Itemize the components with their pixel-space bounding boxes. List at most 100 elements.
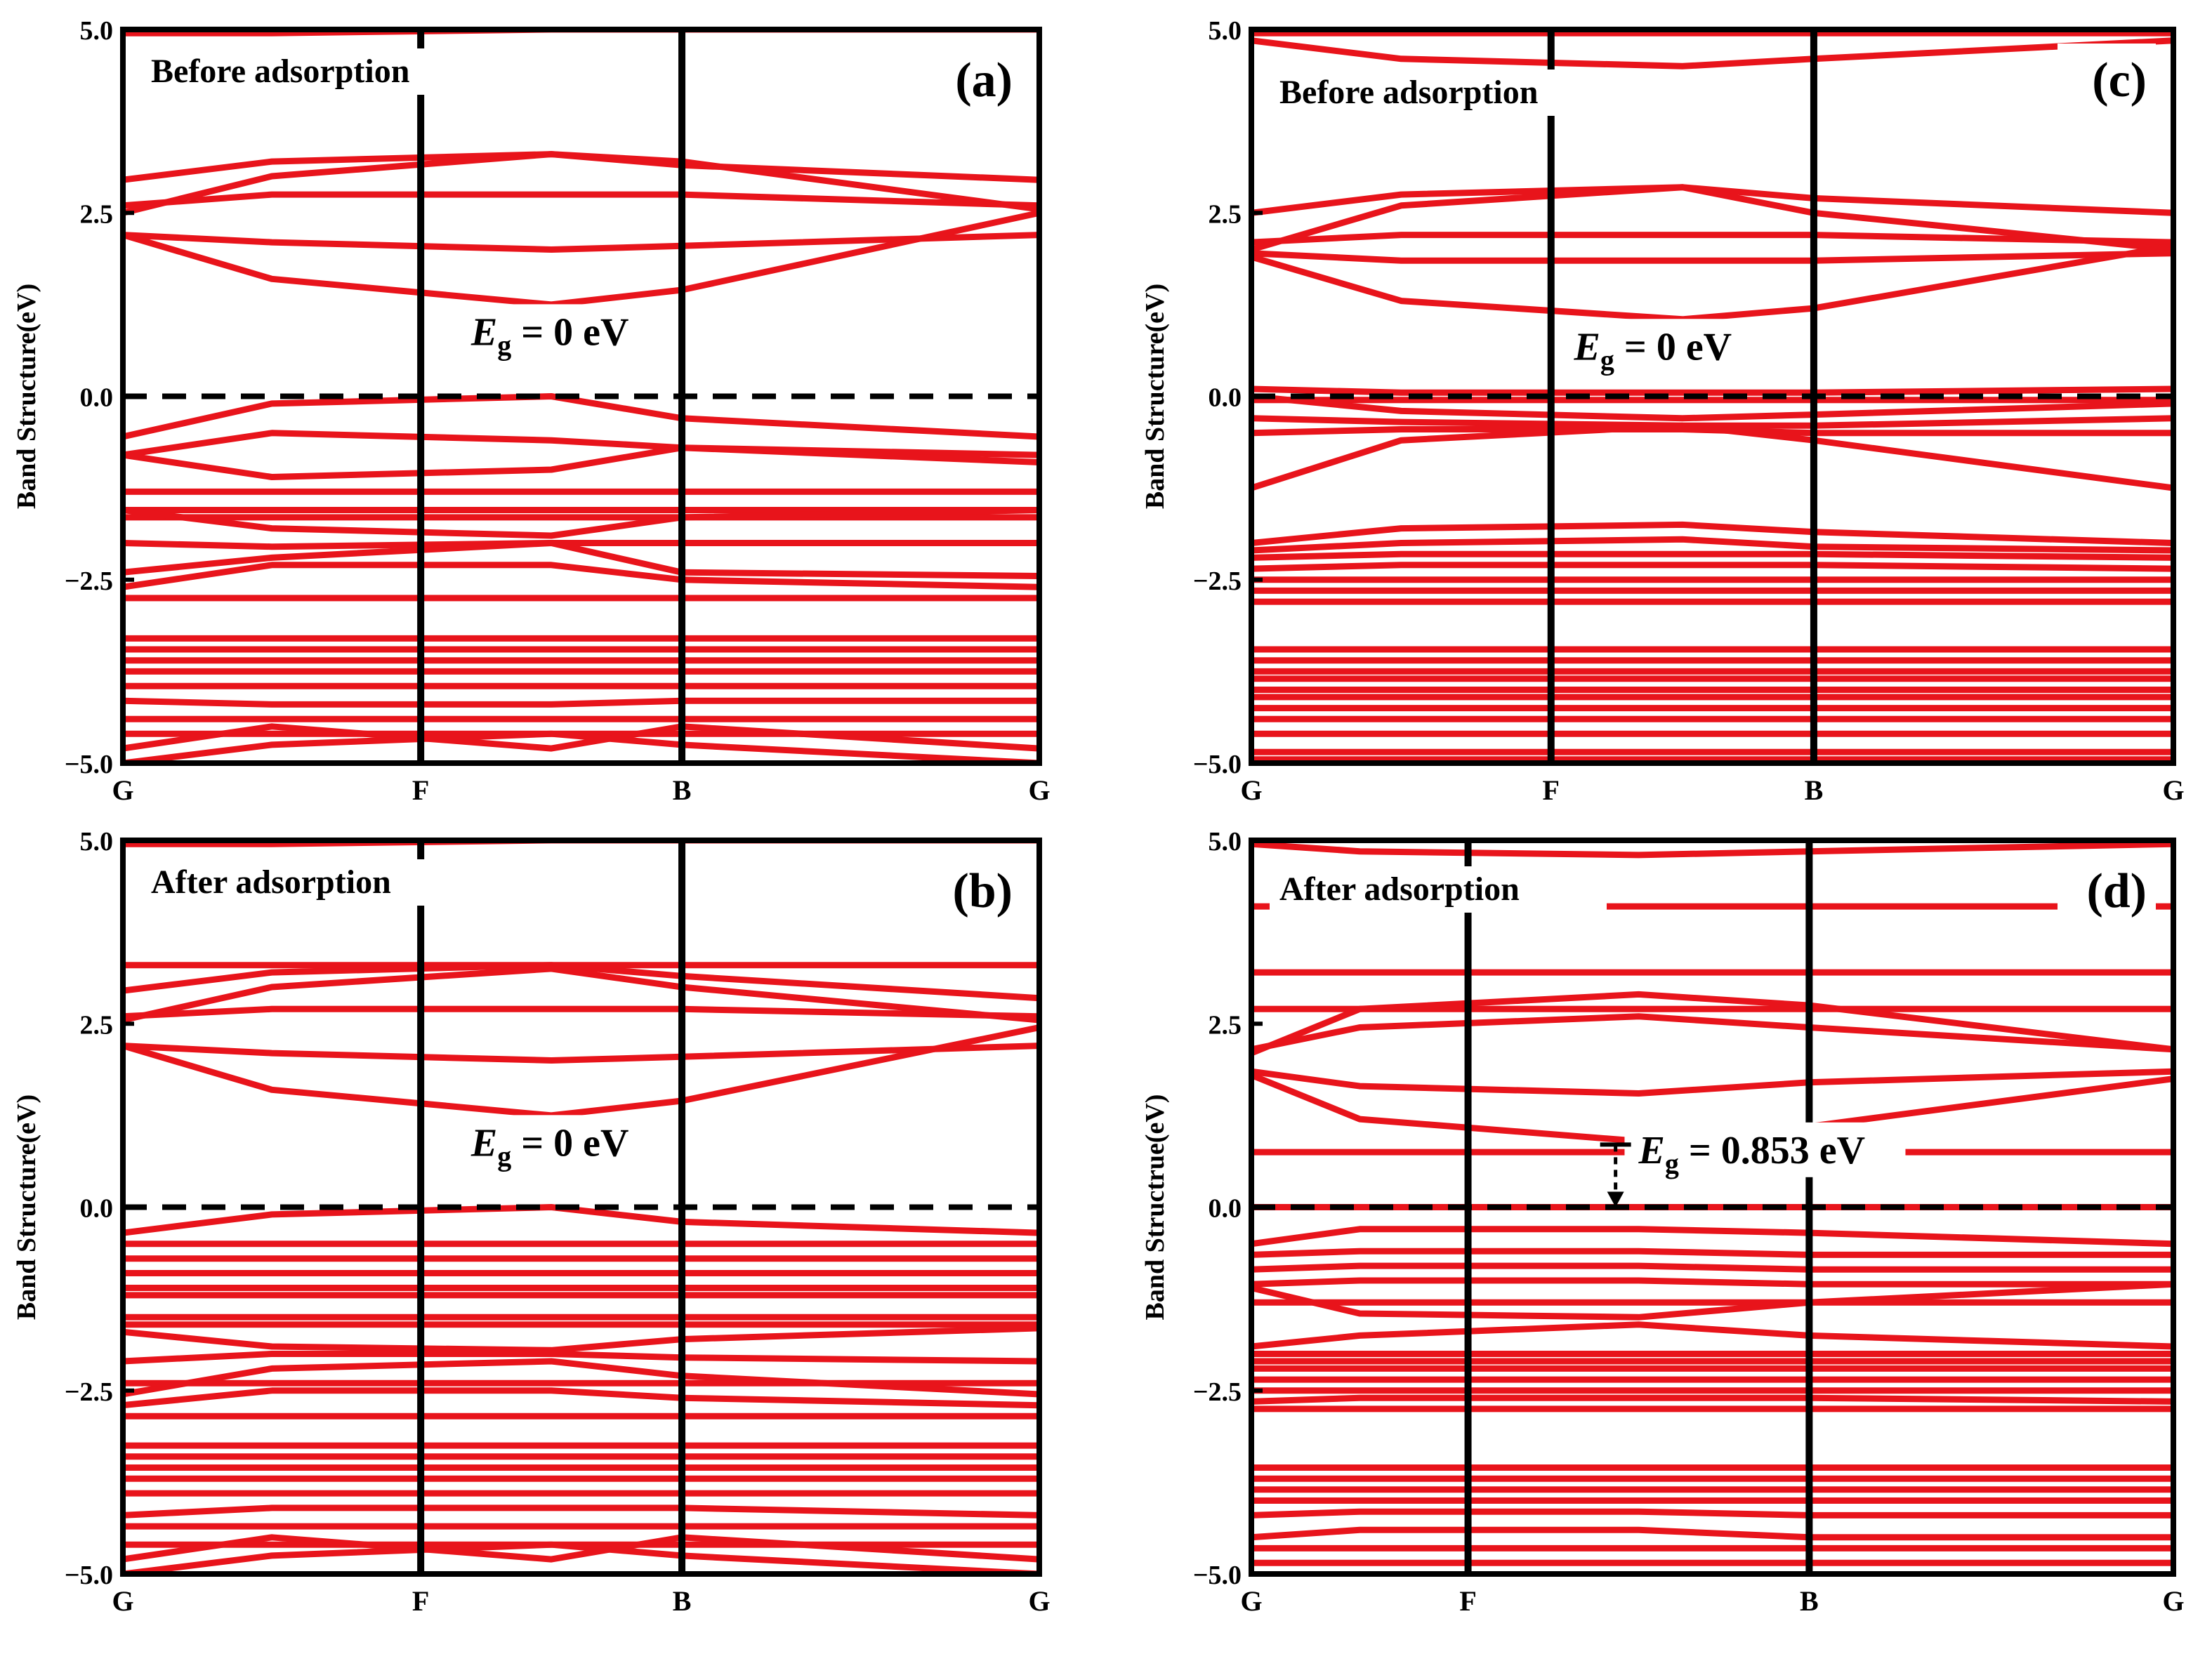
- y-tick-label: −5.0: [65, 1561, 113, 1590]
- band-line: [123, 1024, 1039, 1119]
- y-tick-label: −2.5: [65, 567, 113, 596]
- gap-label-bg: [1624, 1122, 1906, 1177]
- band-line: [1251, 37, 2173, 70]
- gap-label-bg: [456, 304, 654, 359]
- y-tick-label: −2.5: [1193, 567, 1242, 596]
- band-line: [1251, 840, 2173, 859]
- band-line: [1251, 521, 2173, 546]
- y-axis-label: Band Structure(eV): [1140, 284, 1170, 509]
- band-line: [1251, 1013, 2173, 1053]
- y-tick-label: 5.0: [1209, 827, 1242, 856]
- bands-d: [1251, 840, 2173, 1566]
- band-line: [123, 1387, 1039, 1409]
- band-line: [1251, 184, 2173, 253]
- y-tick-label: −5.0: [1193, 1561, 1242, 1590]
- state-label-bg: [1270, 866, 1607, 913]
- band-line: [123, 1534, 1039, 1563]
- panel-label-bg: [2058, 44, 2156, 107]
- band-line: [123, 1325, 1039, 1354]
- kpoint-label: B: [673, 774, 692, 806]
- state-label-bg: [141, 859, 478, 906]
- y-tick-label: 2.5: [1209, 199, 1242, 229]
- y-axis-label: Band Structure(eV): [12, 1094, 41, 1320]
- kpoint-label: G: [1028, 774, 1050, 806]
- panel-label-bg: [923, 44, 1022, 107]
- band-line: [1251, 550, 2173, 561]
- y-axis-label: Band Structrue(eV): [1140, 1094, 1170, 1321]
- bands-b: [123, 840, 1039, 1574]
- bands-a: [123, 29, 1039, 763]
- band-line: [1251, 536, 2173, 554]
- band-line: [123, 1204, 1039, 1236]
- state-label: Before adsorption: [1279, 74, 1538, 111]
- band-line: [123, 723, 1039, 752]
- state-label: After adsorption: [151, 864, 391, 901]
- band-line: [1251, 385, 2173, 396]
- band-line: [123, 232, 1039, 253]
- y-tick-label: −5.0: [65, 750, 113, 779]
- band-line: [1251, 1508, 2173, 1519]
- band-gap-label: Eg = 0.853 eV: [1638, 1129, 1865, 1179]
- y-tick-label: 0.0: [1209, 1194, 1242, 1224]
- band-line: [123, 1351, 1039, 1365]
- y-tick-label: 0.0: [1209, 383, 1242, 413]
- kpoint-label: B: [1805, 774, 1824, 806]
- band-gap-label: Eg = 0 eV: [1574, 325, 1732, 376]
- band-line: [1251, 1248, 2173, 1258]
- panel-label: (b): [952, 864, 1013, 918]
- band-line: [123, 965, 1039, 1024]
- y-tick-label: −2.5: [1193, 1377, 1242, 1407]
- state-label: After adsorption: [1279, 871, 1520, 908]
- band-line: [123, 1541, 1039, 1574]
- y-tick-label: −5.0: [1193, 750, 1242, 779]
- band-gap-label: Eg = 0 eV: [470, 1121, 629, 1172]
- y-tick-label: 2.5: [1209, 1010, 1242, 1040]
- kpoint-label: G: [1240, 774, 1262, 806]
- band-gap-label: Eg = 0 eV: [470, 310, 629, 361]
- kpoint-label: G: [1028, 1585, 1050, 1617]
- kpoint-label: G: [1240, 1585, 1262, 1617]
- kpoint-label: F: [1543, 774, 1560, 806]
- band-line: [123, 1504, 1039, 1519]
- band-line: [123, 191, 1039, 209]
- band-line: [1251, 426, 2173, 437]
- panel-label: (a): [955, 53, 1013, 107]
- band-line: [123, 562, 1039, 590]
- y-tick-label: 5.0: [80, 827, 114, 856]
- band-line: [1251, 250, 2173, 264]
- y-tick-label: 2.5: [80, 1010, 114, 1040]
- kpoint-label: F: [412, 1585, 429, 1617]
- band-line: [123, 697, 1039, 708]
- kpoint-label: F: [412, 774, 429, 806]
- band-line: [123, 444, 1039, 480]
- band-line: [123, 430, 1039, 458]
- kpoint-label: G: [112, 1585, 133, 1617]
- band-line: [1251, 1321, 2173, 1350]
- band-line: [1251, 1277, 2173, 1288]
- band-line: [1251, 1068, 2173, 1097]
- gap-label-bg: [456, 1115, 654, 1170]
- band-line: [1251, 1394, 2173, 1405]
- band-line: [1251, 422, 2173, 491]
- y-axis-label: Band Structure(eV): [12, 284, 41, 509]
- bands-c: [1251, 29, 2173, 763]
- band-line: [123, 540, 1039, 550]
- kpoint-label: G: [2162, 1585, 2184, 1617]
- kpoint-label: F: [1459, 1585, 1476, 1617]
- band-line: [123, 1005, 1039, 1020]
- y-tick-label: 5.0: [1209, 16, 1242, 46]
- y-tick-label: 0.0: [80, 383, 114, 413]
- band-line: [123, 1043, 1039, 1064]
- panel-label: (c): [2092, 53, 2147, 107]
- band-line: [1251, 562, 2173, 572]
- band-line: [123, 730, 1039, 763]
- band-line: [123, 29, 1039, 37]
- kpoint-label: B: [673, 1585, 692, 1617]
- band-line: [123, 962, 1039, 1002]
